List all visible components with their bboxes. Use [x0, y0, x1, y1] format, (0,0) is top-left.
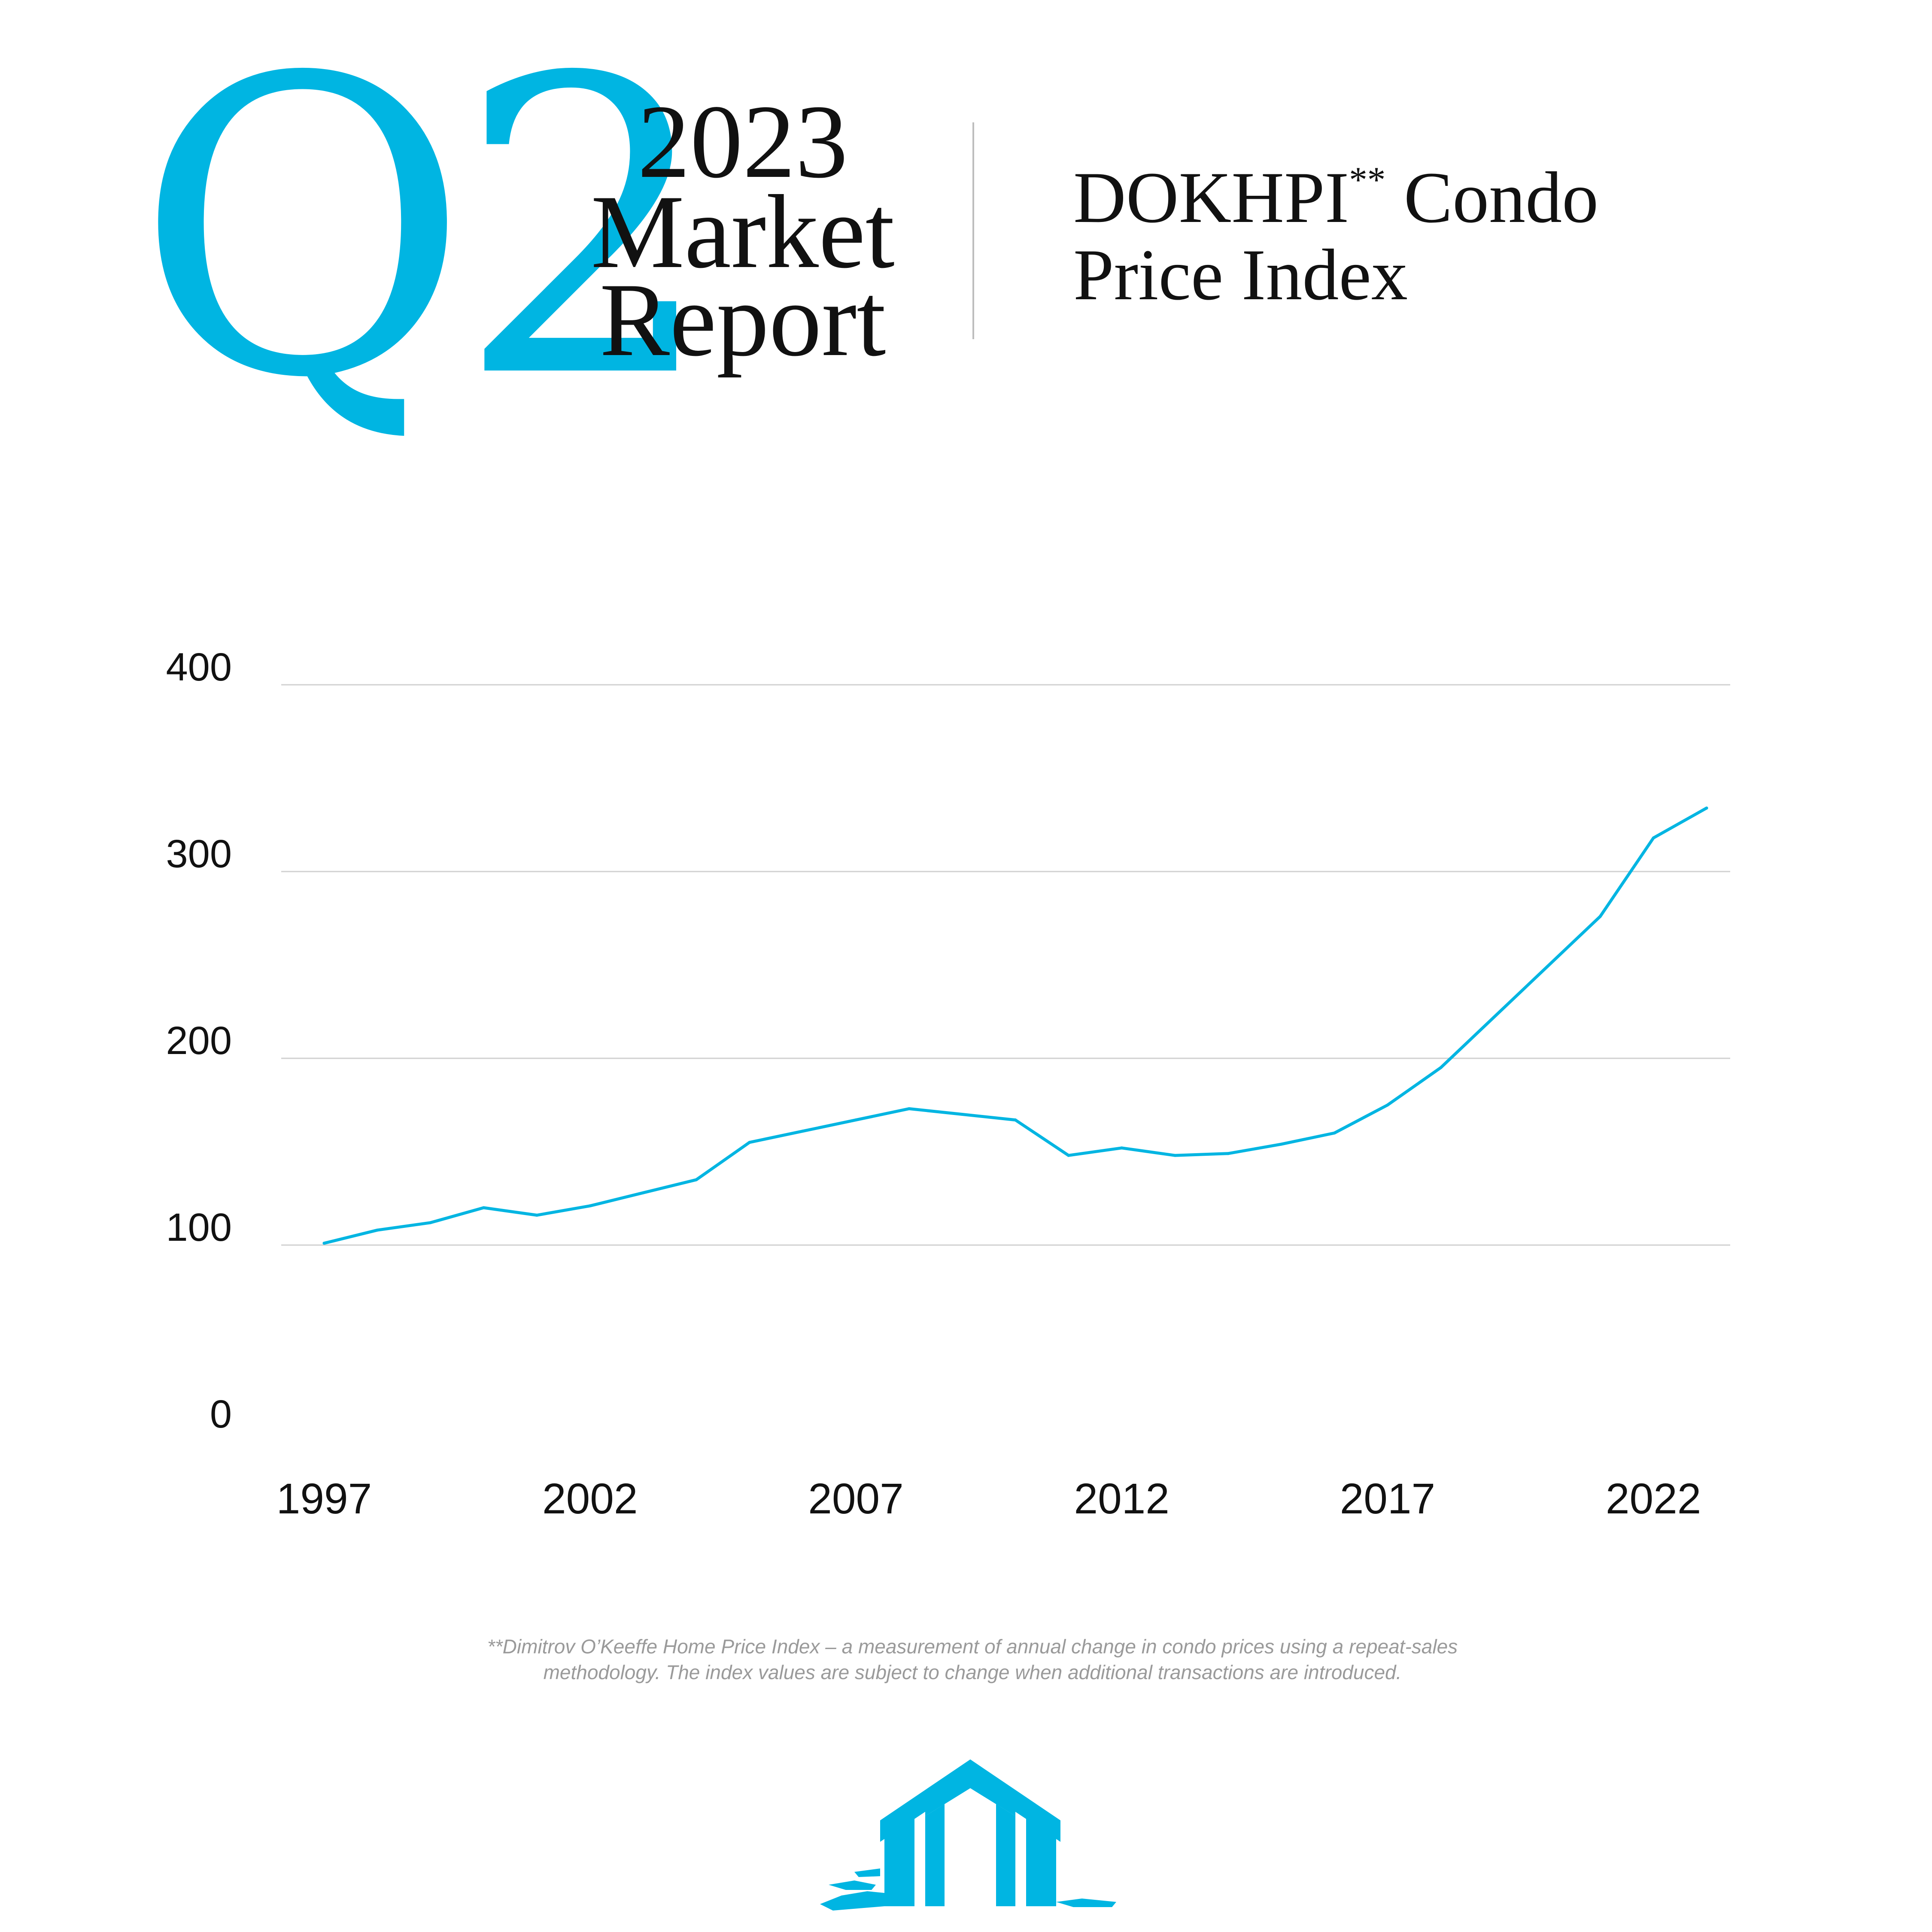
report-title-report: Report — [599, 261, 886, 378]
index-title: DOKHPI** Condo — [1073, 159, 1598, 236]
data-point-2007 — [854, 1118, 857, 1122]
x-tick-label-2002: 2002 — [542, 1475, 638, 1523]
data-point-2006 — [801, 1130, 805, 1133]
x-tick-label-2022: 2022 — [1606, 1475, 1701, 1523]
house-brush-logo-icon — [820, 1759, 1116, 1911]
data-point-2004 — [695, 1178, 698, 1182]
x-tick-label-2017: 2017 — [1340, 1475, 1435, 1523]
data-point-2015 — [1279, 1142, 1283, 1146]
header-divider — [972, 122, 974, 339]
index-title-footnote-mark: ** — [1349, 160, 1386, 200]
data-point-2020 — [1545, 965, 1549, 969]
index-title-line2: Price Index — [1073, 234, 1408, 315]
data-point-2001 — [535, 1213, 538, 1217]
data-point-2003 — [641, 1191, 645, 1194]
data-point-1997 — [322, 1242, 326, 1245]
data-point-1999 — [429, 1221, 432, 1224]
index-title-acronym: DOKHPI — [1073, 157, 1349, 238]
data-point-1998 — [376, 1228, 379, 1232]
data-point-2002 — [588, 1204, 592, 1208]
index-title-suffix: Condo — [1385, 157, 1599, 238]
data-point-2016 — [1333, 1131, 1336, 1135]
data-point-2009 — [960, 1113, 964, 1116]
y-tick-label-200: 200 — [166, 1019, 232, 1063]
data-point-2018 — [1439, 1066, 1443, 1069]
data-point-2017 — [1386, 1103, 1389, 1107]
x-tick-label-2007: 2007 — [808, 1475, 903, 1523]
data-point-2013 — [1173, 1154, 1177, 1157]
data-point-2022 — [1652, 836, 1655, 840]
footnote: **Dimitrov O’Keeffe Home Price Index – a… — [386, 1634, 1558, 1685]
data-point-2000 — [482, 1206, 486, 1209]
price-index-chart: 0 100 200 300 400 1997 2002 2007 2012 2017 2022 — [166, 645, 1730, 1523]
data-point-2023 — [1705, 806, 1708, 810]
data-point-2019 — [1492, 1015, 1496, 1019]
quarter-label: Q2 — [135, 0, 716, 467]
report-title-market: Market — [591, 173, 895, 290]
x-tick-label-1997: 1997 — [276, 1475, 372, 1523]
footnote-line-2: methodology. The index values are subjec… — [543, 1661, 1402, 1683]
data-point-2011 — [1067, 1154, 1070, 1157]
y-tick-label-0: 0 — [210, 1392, 232, 1436]
y-tick-label-100: 100 — [166, 1206, 232, 1249]
data-point-2008 — [907, 1107, 911, 1110]
data-point-2010 — [1014, 1118, 1017, 1122]
report-year: 2023 — [638, 83, 848, 200]
x-tick-label-2012: 2012 — [1074, 1475, 1169, 1523]
series-line-0 — [322, 806, 1708, 1245]
data-point-2014 — [1226, 1152, 1230, 1155]
data-point-2005 — [748, 1141, 751, 1144]
data-point-2012 — [1120, 1146, 1124, 1150]
data-point-2021 — [1598, 914, 1602, 918]
footnote-line-1: **Dimitrov O’Keeffe Home Price Index – a… — [487, 1635, 1458, 1658]
y-tick-label-300: 300 — [166, 832, 232, 876]
y-tick-label-400: 400 — [166, 645, 232, 689]
